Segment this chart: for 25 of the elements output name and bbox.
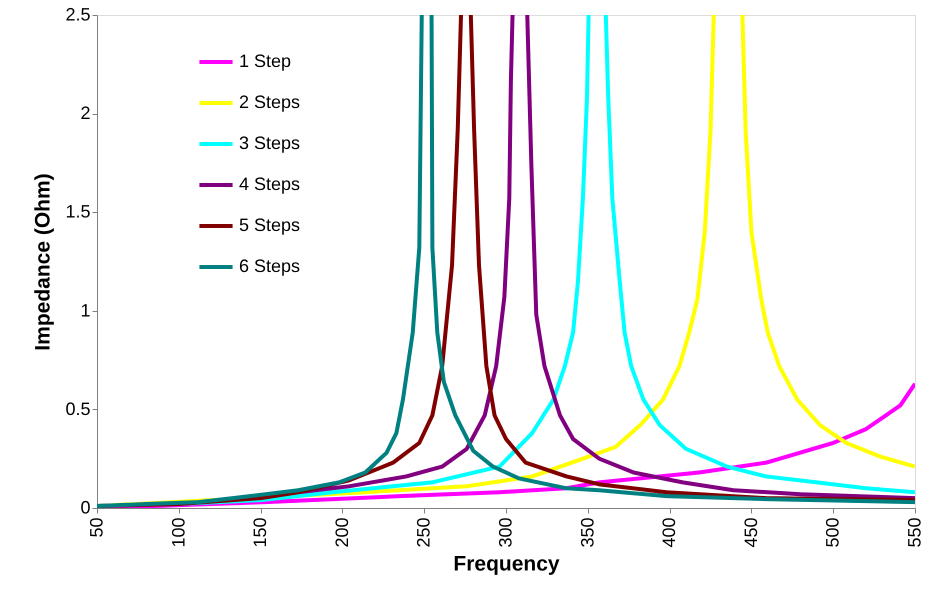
- x-tick-label: 300: [496, 518, 516, 548]
- legend-label: 5 Steps: [239, 215, 300, 235]
- legend-label: 2 Steps: [239, 92, 300, 112]
- x-tick-label: 400: [659, 518, 680, 548]
- legend-label: 1 Step: [239, 51, 292, 71]
- x-axis-title: Frequency: [453, 552, 560, 576]
- x-tick-label: 200: [332, 518, 352, 548]
- y-tick-label: 0.5: [65, 398, 90, 419]
- y-axis-title: Impedance (Ohm): [31, 173, 54, 351]
- x-tick-label: 100: [168, 518, 188, 548]
- y-tick-label: 1: [80, 300, 90, 320]
- legend-label: 3 Steps: [239, 133, 300, 153]
- y-tick-label: 2.5: [65, 4, 90, 24]
- x-tick-label: 50: [86, 518, 106, 538]
- x-tick-label: 550: [904, 518, 924, 548]
- x-tick-label: 350: [577, 518, 598, 548]
- legend-label: 4 Steps: [239, 174, 300, 194]
- y-tick-label: 2: [80, 103, 90, 124]
- x-tick-label: 500: [822, 518, 843, 548]
- x-tick-label: 150: [250, 518, 270, 548]
- x-tick-label: 450: [740, 518, 761, 548]
- x-tick-label: 250: [414, 518, 434, 548]
- legend-label: 6 Steps: [239, 256, 300, 276]
- y-tick-label: 1.5: [65, 202, 90, 222]
- y-tick-label: 0: [80, 498, 90, 518]
